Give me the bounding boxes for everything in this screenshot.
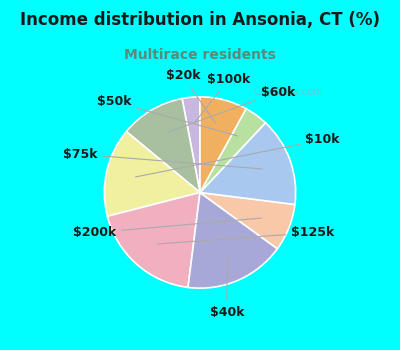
Text: $200k: $200k	[73, 218, 261, 239]
Wedge shape	[104, 132, 200, 216]
Wedge shape	[182, 97, 200, 192]
Text: Income distribution in Ansonia, CT (%): Income distribution in Ansonia, CT (%)	[20, 10, 380, 29]
Wedge shape	[188, 193, 277, 288]
Text: $75k: $75k	[63, 148, 262, 169]
Wedge shape	[200, 97, 246, 192]
Text: $125k: $125k	[157, 226, 334, 244]
Text: $40k: $40k	[210, 259, 244, 318]
Text: $100k: $100k	[195, 73, 250, 122]
Text: $10k: $10k	[136, 133, 340, 177]
Text: $50k: $50k	[97, 95, 238, 136]
Text: $20k: $20k	[166, 69, 216, 124]
Wedge shape	[200, 108, 266, 192]
Wedge shape	[107, 193, 200, 287]
Text: Multirace residents: Multirace residents	[124, 48, 276, 62]
Wedge shape	[200, 193, 295, 249]
Text: $60k: $60k	[168, 85, 296, 132]
Wedge shape	[126, 99, 200, 192]
Text: City-Data.com: City-Data.com	[253, 87, 323, 97]
Wedge shape	[200, 123, 296, 204]
